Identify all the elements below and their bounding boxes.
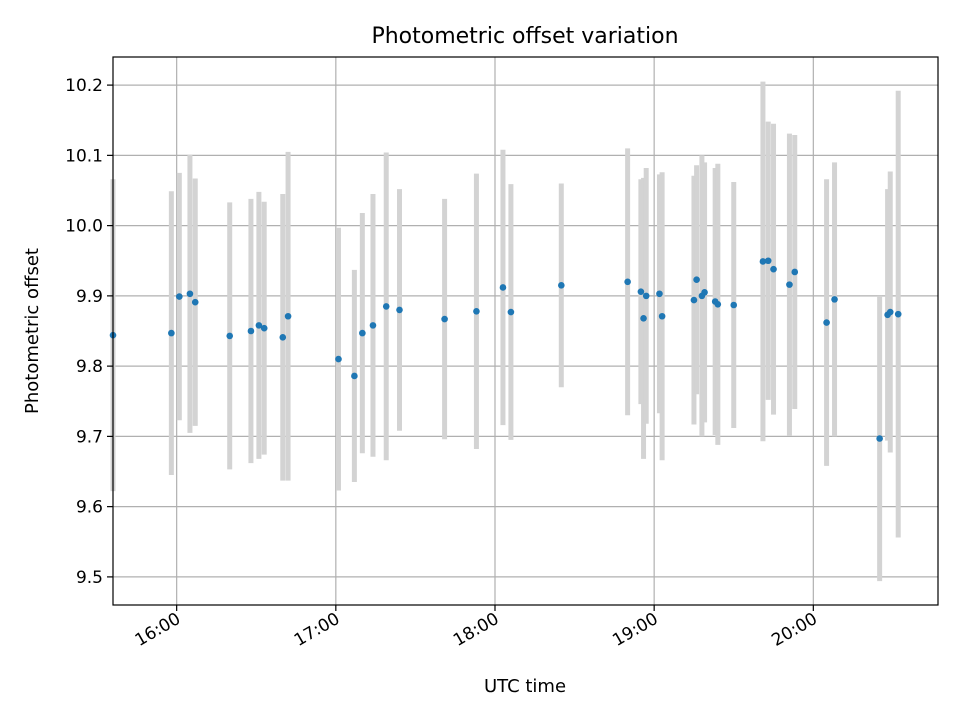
y-tick-label: 9.8 bbox=[76, 357, 103, 377]
y-tick-label: 10.0 bbox=[65, 217, 103, 237]
y-axis-ticks: 9.5 9.6 9.7 9.8 9.9 10.0 10.1 10.2 bbox=[65, 76, 113, 588]
plot-area-frame bbox=[112, 56, 939, 606]
data-point bbox=[335, 355, 342, 363]
data-point bbox=[701, 289, 708, 296]
data-point bbox=[714, 301, 722, 308]
data-point bbox=[637, 288, 645, 295]
grid-lines bbox=[113, 57, 938, 605]
data-point bbox=[764, 257, 772, 265]
y-tick-label: 9.9 bbox=[76, 287, 103, 307]
data-point bbox=[382, 303, 390, 310]
x-tick-label: 20:00 bbox=[768, 609, 820, 651]
data-point bbox=[876, 435, 883, 442]
data-point bbox=[247, 327, 255, 335]
x-tick-label: 19:00 bbox=[609, 609, 661, 651]
data-point bbox=[831, 296, 838, 303]
x-axis-ticks: 16:00 17:00 18:00 19:00 20:00 bbox=[132, 605, 821, 651]
y-tick-label: 10.2 bbox=[65, 76, 103, 96]
y-tick-label: 9.7 bbox=[76, 427, 103, 447]
data-point bbox=[640, 315, 647, 322]
y-tick-label: 10.1 bbox=[65, 146, 103, 166]
data-point bbox=[786, 281, 793, 288]
data-point bbox=[759, 258, 767, 265]
data-point bbox=[690, 296, 698, 304]
y-tick-label: 9.5 bbox=[76, 568, 103, 588]
data-point bbox=[168, 329, 175, 337]
data-point bbox=[658, 312, 666, 320]
data-point bbox=[255, 322, 263, 329]
chart-title: Photometric offset variation bbox=[371, 24, 678, 49]
data-point bbox=[186, 290, 194, 298]
data-point bbox=[770, 265, 777, 273]
data-point bbox=[894, 310, 902, 318]
data-point bbox=[624, 278, 631, 286]
data-point bbox=[823, 319, 830, 326]
data-point bbox=[693, 276, 700, 284]
x-tick-label: 18:00 bbox=[450, 609, 502, 651]
data-point bbox=[886, 308, 894, 316]
data-point bbox=[396, 306, 403, 314]
data-point bbox=[176, 293, 183, 300]
data-point bbox=[226, 332, 234, 340]
data-point bbox=[791, 268, 799, 276]
data-point bbox=[473, 308, 480, 315]
y-tick-label: 9.6 bbox=[76, 498, 103, 518]
data-point bbox=[359, 329, 366, 337]
data-point bbox=[656, 290, 663, 298]
data-point bbox=[369, 322, 377, 329]
data-point bbox=[642, 292, 650, 300]
y-axis-label: Photometric offset bbox=[22, 248, 43, 414]
data-point bbox=[507, 308, 515, 316]
data-point bbox=[284, 312, 292, 320]
data-point bbox=[279, 334, 287, 341]
data-point bbox=[730, 301, 738, 309]
data-point bbox=[499, 284, 507, 291]
data-point bbox=[558, 282, 565, 289]
data-point bbox=[260, 324, 268, 332]
data-point bbox=[351, 372, 358, 380]
data-point bbox=[441, 315, 448, 323]
x-axis-label: UTC time bbox=[484, 676, 566, 697]
x-tick-label: 17:00 bbox=[291, 609, 343, 651]
data-points bbox=[109, 257, 902, 442]
x-tick-label: 16:00 bbox=[132, 609, 184, 651]
data-point bbox=[191, 298, 199, 306]
